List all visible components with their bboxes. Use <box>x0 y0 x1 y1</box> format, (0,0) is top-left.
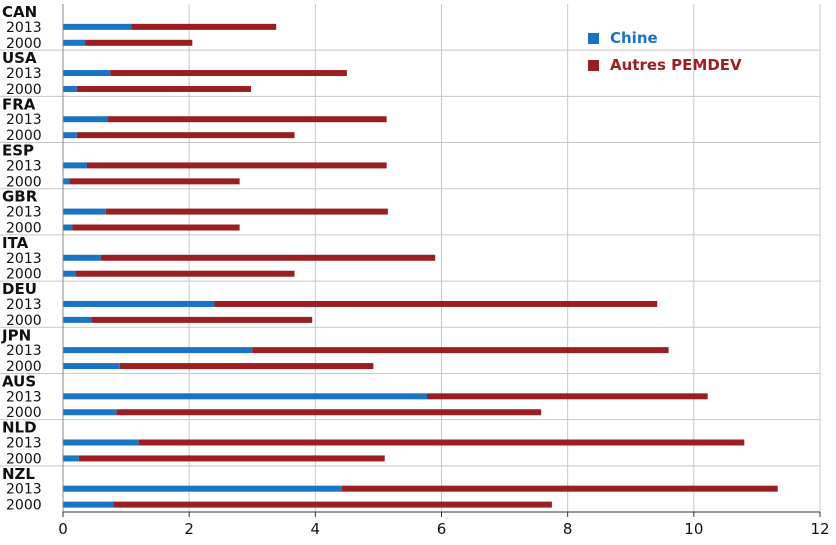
country-label: JPN <box>1 326 31 344</box>
country-label: GBR <box>2 188 38 206</box>
bar-autres-pemdev <box>110 70 347 77</box>
bar-autres-pemdev <box>69 178 240 185</box>
bar-autres-pemdev <box>76 85 251 92</box>
year-label: 2013 <box>6 66 42 82</box>
year-label: 2013 <box>6 297 42 313</box>
bar-autres-pemdev <box>131 23 277 30</box>
bar-chine <box>63 116 108 123</box>
legend-label-autres-pemdev: Autres PEMDEV <box>610 56 742 74</box>
country-label: DEU <box>2 280 37 298</box>
bar-autres-pemdev <box>341 485 778 492</box>
x-tick-label: 0 <box>58 520 68 538</box>
bar-chine <box>63 347 253 354</box>
bar-layer <box>63 23 778 508</box>
year-label: 2013 <box>6 20 42 36</box>
bar-chine <box>63 409 117 416</box>
bar-chine <box>63 316 92 323</box>
bar-chine <box>63 132 77 139</box>
bar-autres-pemdev <box>116 409 542 416</box>
bar-chine <box>63 485 342 492</box>
bar-autres-pemdev <box>138 439 745 446</box>
year-label: 2000 <box>6 498 42 514</box>
bar-chine <box>63 455 79 462</box>
bar-autres-pemdev <box>119 363 374 370</box>
bar-chine <box>63 178 70 185</box>
year-label: 2013 <box>6 343 42 359</box>
year-label: 2000 <box>6 174 42 190</box>
bar-autres-pemdev <box>76 132 295 139</box>
bar-chine <box>63 23 132 30</box>
x-tick-label: 2 <box>184 520 194 538</box>
legend-label-chine: Chine <box>610 29 658 47</box>
bar-chine <box>63 270 76 277</box>
bar-autres-pemdev <box>72 224 240 231</box>
bar-chine <box>63 162 87 169</box>
year-label: 2000 <box>6 313 42 329</box>
year-label: 2013 <box>6 205 42 221</box>
x-tick-label: 12 <box>810 520 829 538</box>
bar-chine <box>63 439 139 446</box>
year-label: 2013 <box>6 251 42 267</box>
year-label: 2000 <box>6 451 42 467</box>
bar-autres-pemdev <box>100 254 436 261</box>
bar-chine <box>63 70 111 77</box>
bar-chine <box>63 393 427 400</box>
grid-layer <box>0 4 820 512</box>
bar-chine <box>63 501 114 508</box>
bar-autres-pemdev <box>214 300 658 307</box>
x-tick-label: 6 <box>437 520 447 538</box>
country-label: NZL <box>2 465 35 483</box>
year-label: 2013 <box>6 158 42 174</box>
country-label: USA <box>2 49 37 67</box>
country-label: ITA <box>2 234 29 252</box>
x-tick-label: 4 <box>311 520 321 538</box>
axis-layer: 0 2 4 6 8 10 12 <box>58 4 830 538</box>
bar-chine <box>63 300 215 307</box>
year-label: 2000 <box>6 267 42 283</box>
x-tick-label: 8 <box>563 520 573 538</box>
year-label: 2013 <box>6 389 42 405</box>
x-tick-label: 10 <box>684 520 703 538</box>
bar-chine <box>63 363 120 370</box>
country-label: FRA <box>2 95 36 113</box>
bar-chine <box>63 254 101 261</box>
bar-chine <box>63 224 73 231</box>
bar-autres-pemdev <box>85 39 193 46</box>
year-label: 2013 <box>6 435 42 451</box>
bar-autres-pemdev <box>91 316 313 323</box>
year-label: 2000 <box>6 405 42 421</box>
year-label: 2000 <box>6 82 42 98</box>
bar-autres-pemdev <box>105 208 388 215</box>
year-label: 2000 <box>6 359 42 375</box>
label-layer: CAN20132000USA20132000FRA20132000ESP2013… <box>1 3 42 514</box>
legend-swatch-chine <box>588 33 599 44</box>
year-label: 2000 <box>6 128 42 144</box>
country-label: CAN <box>2 3 37 21</box>
bar-autres-pemdev <box>426 393 708 400</box>
bar-autres-pemdev <box>78 455 385 462</box>
country-label: NLD <box>2 419 37 437</box>
year-label: 2000 <box>6 221 42 237</box>
bar-autres-pemdev <box>107 116 387 123</box>
year-label: 2013 <box>6 482 42 498</box>
bar-chine <box>63 85 77 92</box>
year-label: 2000 <box>6 36 42 52</box>
year-label: 2013 <box>6 112 42 128</box>
country-label: AUS <box>2 372 36 390</box>
bar-autres-pemdev <box>75 270 295 277</box>
country-label: ESP <box>2 142 34 160</box>
bar-chine <box>63 208 106 215</box>
bar-autres-pemdev <box>113 501 552 508</box>
bar-autres-pemdev <box>252 347 669 354</box>
bar-autres-pemdev <box>86 162 387 169</box>
legend-swatch-autres-pemdev <box>588 60 599 71</box>
legend: Chine Autres PEMDEV <box>588 29 742 74</box>
bar-chine <box>63 39 86 46</box>
